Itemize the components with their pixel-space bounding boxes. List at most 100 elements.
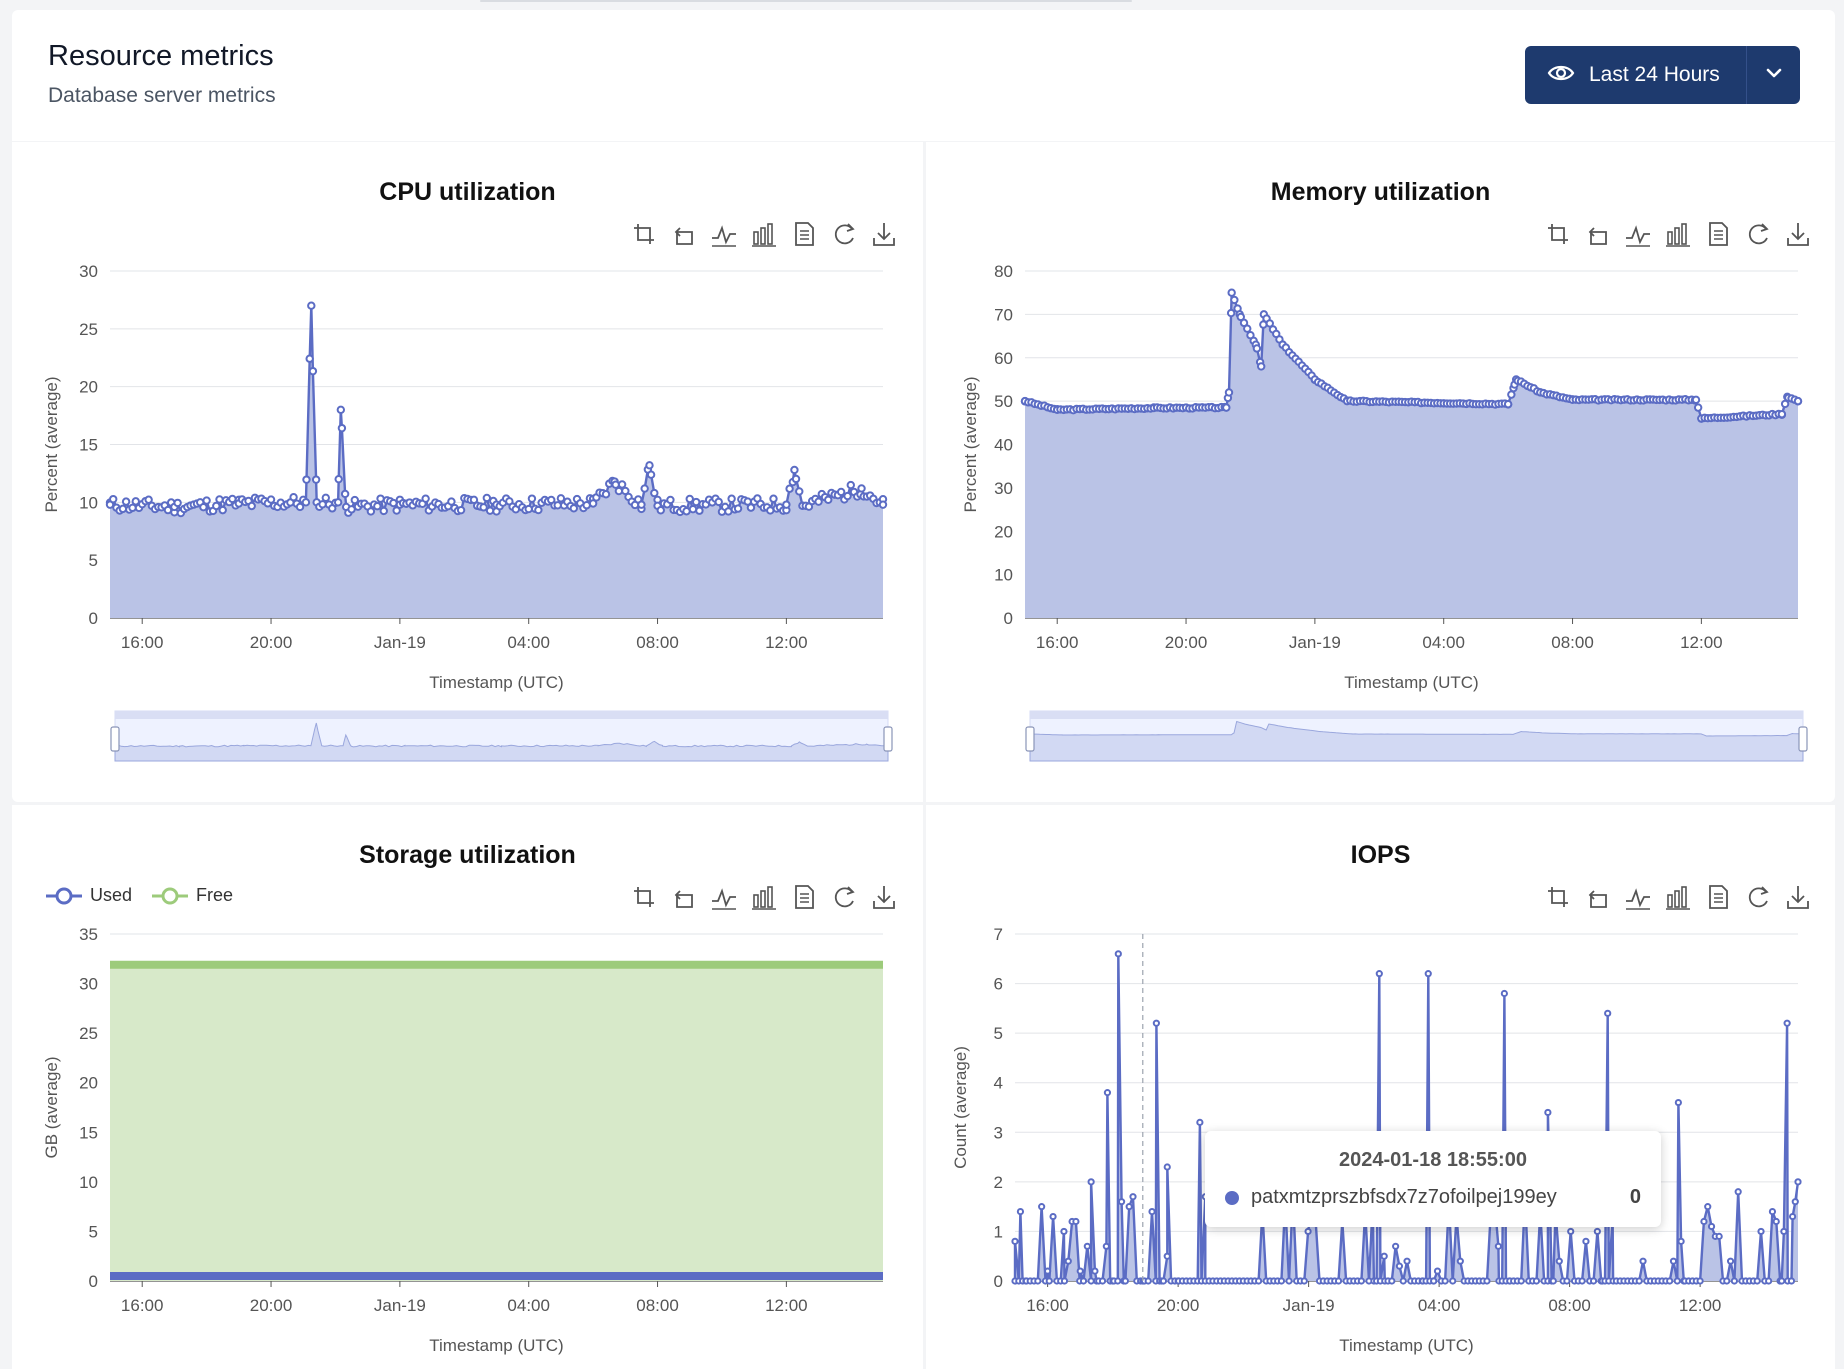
data-point[interactable] xyxy=(212,501,221,511)
data-point[interactable] xyxy=(695,506,704,515)
data-point[interactable] xyxy=(524,504,533,514)
download-icon[interactable] xyxy=(870,883,898,911)
data-point[interactable] xyxy=(1224,388,1234,397)
data-point[interactable] xyxy=(1060,1227,1068,1236)
data-point[interactable] xyxy=(1334,1277,1343,1285)
data-point[interactable] xyxy=(714,497,723,507)
data-point[interactable] xyxy=(1666,1277,1674,1285)
data-point[interactable] xyxy=(1091,1267,1099,1275)
data-point[interactable] xyxy=(1456,1257,1464,1265)
line-chart-icon[interactable] xyxy=(710,220,738,248)
download-icon[interactable] xyxy=(870,220,898,248)
data-point[interactable] xyxy=(691,497,701,507)
data-point[interactable] xyxy=(447,497,456,506)
data-point[interactable] xyxy=(1433,1267,1442,1275)
data-point[interactable] xyxy=(1715,1232,1723,1240)
data-point[interactable] xyxy=(373,502,382,511)
data-point[interactable] xyxy=(553,501,562,510)
data-point[interactable] xyxy=(1794,1178,1802,1186)
data-point[interactable] xyxy=(1087,1277,1095,1285)
data-point[interactable] xyxy=(295,502,305,512)
restore-icon[interactable] xyxy=(830,220,858,248)
data-point[interactable] xyxy=(650,488,659,498)
data-point[interactable] xyxy=(1578,1277,1586,1285)
data-point[interactable] xyxy=(321,493,330,503)
data-point[interactable] xyxy=(1375,970,1383,978)
data-point[interactable] xyxy=(790,465,799,475)
zoom-icon[interactable] xyxy=(1544,883,1572,911)
data-point[interactable] xyxy=(769,494,778,503)
data-point[interactable] xyxy=(1083,1242,1091,1250)
data-point[interactable] xyxy=(824,495,833,504)
data-point[interactable] xyxy=(202,496,211,505)
data-point[interactable] xyxy=(1038,1203,1046,1211)
data-point[interactable] xyxy=(1757,1227,1765,1236)
data-point[interactable] xyxy=(1723,1277,1731,1285)
data-point[interactable] xyxy=(1441,1277,1449,1285)
data-point[interactable] xyxy=(1236,312,1245,322)
data-point[interactable] xyxy=(1117,1198,1126,1206)
chart-plot[interactable]: 0 10 20 30 40 50 60 70 80 16:00 20:00 Jan-19 04:00 08… xyxy=(926,142,1835,802)
data-point[interactable] xyxy=(1045,1277,1053,1285)
data-point[interactable] xyxy=(1788,1212,1797,1221)
data-point[interactable] xyxy=(340,489,350,499)
data-point[interactable] xyxy=(1256,362,1266,371)
data-point[interactable] xyxy=(1103,1089,1112,1097)
data-point[interactable] xyxy=(266,495,276,504)
data-point[interactable] xyxy=(1449,1277,1457,1285)
data-point[interactable] xyxy=(1403,1257,1411,1265)
legend-item-used[interactable]: Used xyxy=(44,885,132,906)
data-point[interactable] xyxy=(666,495,675,505)
data-point[interactable] xyxy=(1704,1203,1712,1211)
data-point[interactable] xyxy=(527,494,537,503)
time-range-button[interactable]: Last 24 Hours xyxy=(1525,46,1747,104)
data-point[interactable] xyxy=(334,474,343,484)
data-point[interactable] xyxy=(1768,1208,1777,1216)
data-point[interactable] xyxy=(1494,1242,1502,1250)
data-point[interactable] xyxy=(646,470,656,479)
data-zoom-slider[interactable] xyxy=(1025,707,1808,767)
data-point[interactable] xyxy=(556,494,566,503)
data-point[interactable] xyxy=(1121,1277,1129,1285)
data-point[interactable] xyxy=(1669,1257,1678,1265)
data-point[interactable] xyxy=(1677,1237,1685,1245)
data-point[interactable] xyxy=(1300,1277,1308,1285)
data-point[interactable] xyxy=(1102,1242,1110,1250)
chart-plot[interactable]: 0 1 2 3 4 5 6 7 16:00 20:00 Jan-19 04:00 08:00 12:00 T… xyxy=(926,805,1835,1369)
data-point[interactable] xyxy=(1243,324,1252,333)
data-point[interactable] xyxy=(131,497,140,506)
data-point[interactable] xyxy=(814,497,823,506)
data-point[interactable] xyxy=(1159,1277,1168,1285)
line-chart-icon[interactable] xyxy=(1624,220,1652,248)
data-point[interactable] xyxy=(1783,1019,1791,1027)
data-point[interactable] xyxy=(682,507,691,516)
data-point[interactable] xyxy=(389,498,398,508)
data-point[interactable] xyxy=(836,487,846,497)
data-point[interactable] xyxy=(1691,395,1701,405)
data-point[interactable] xyxy=(215,495,224,504)
slider-left-handle[interactable] xyxy=(1025,726,1035,752)
data-point[interactable] xyxy=(1049,1212,1057,1221)
data-point[interactable] xyxy=(1532,1277,1541,1285)
data-point[interactable] xyxy=(656,506,665,515)
slider-left-handle[interactable] xyxy=(110,726,120,752)
data-point[interactable] xyxy=(1227,288,1236,297)
zoom-icon[interactable] xyxy=(630,883,658,911)
data-point[interactable] xyxy=(685,494,694,504)
data-point[interactable] xyxy=(785,484,794,493)
series-line[interactable] xyxy=(108,305,885,516)
data-point[interactable] xyxy=(1563,1277,1571,1285)
data-point[interactable] xyxy=(336,405,346,414)
data-point[interactable] xyxy=(1087,1178,1095,1186)
data-point[interactable] xyxy=(1793,396,1803,406)
zoom-reset-icon[interactable] xyxy=(670,883,698,911)
bar-chart-icon[interactable] xyxy=(1664,220,1692,248)
data-point[interactable] xyxy=(1635,1277,1643,1285)
restore-icon[interactable] xyxy=(1744,883,1772,911)
data-point[interactable] xyxy=(128,503,137,513)
data-point[interactable] xyxy=(1604,1009,1612,1017)
chart-plot[interactable]: 0 5 10 15 20 25 30 35 16:00 20:00 Jan-19 04:00 08:00… xyxy=(12,805,923,1369)
data-point[interactable] xyxy=(118,504,128,514)
data-point[interactable] xyxy=(1152,1019,1160,1027)
data-point[interactable] xyxy=(534,505,543,515)
